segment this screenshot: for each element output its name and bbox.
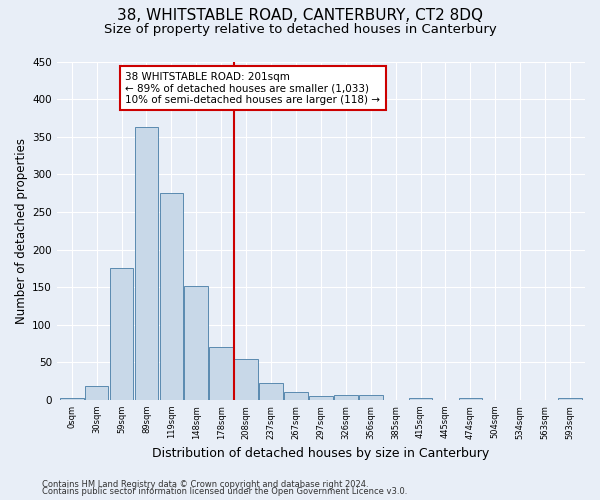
Bar	[235, 358, 258, 400]
Text: Contains public sector information licensed under the Open Government Licence v3: Contains public sector information licen…	[42, 487, 407, 496]
Text: 38 WHITSTABLE ROAD: 201sqm
← 89% of detached houses are smaller (1,033)
10% of s: 38 WHITSTABLE ROAD: 201sqm ← 89% of deta…	[125, 72, 380, 105]
Bar	[309, 396, 333, 400]
Bar	[409, 398, 433, 400]
Bar	[60, 398, 83, 400]
Bar	[110, 268, 133, 400]
Bar	[184, 286, 208, 400]
Bar	[134, 127, 158, 400]
Bar	[85, 386, 109, 400]
Text: 38, WHITSTABLE ROAD, CANTERBURY, CT2 8DQ: 38, WHITSTABLE ROAD, CANTERBURY, CT2 8DQ	[117, 8, 483, 22]
Bar	[259, 382, 283, 400]
X-axis label: Distribution of detached houses by size in Canterbury: Distribution of detached houses by size …	[152, 447, 490, 460]
Bar	[458, 398, 482, 400]
Bar	[334, 396, 358, 400]
Y-axis label: Number of detached properties: Number of detached properties	[15, 138, 28, 324]
Bar	[284, 392, 308, 400]
Bar	[359, 394, 383, 400]
Bar	[209, 346, 233, 400]
Text: Size of property relative to detached houses in Canterbury: Size of property relative to detached ho…	[104, 22, 496, 36]
Text: Contains HM Land Registry data © Crown copyright and database right 2024.: Contains HM Land Registry data © Crown c…	[42, 480, 368, 489]
Bar	[558, 398, 582, 400]
Bar	[160, 193, 183, 400]
